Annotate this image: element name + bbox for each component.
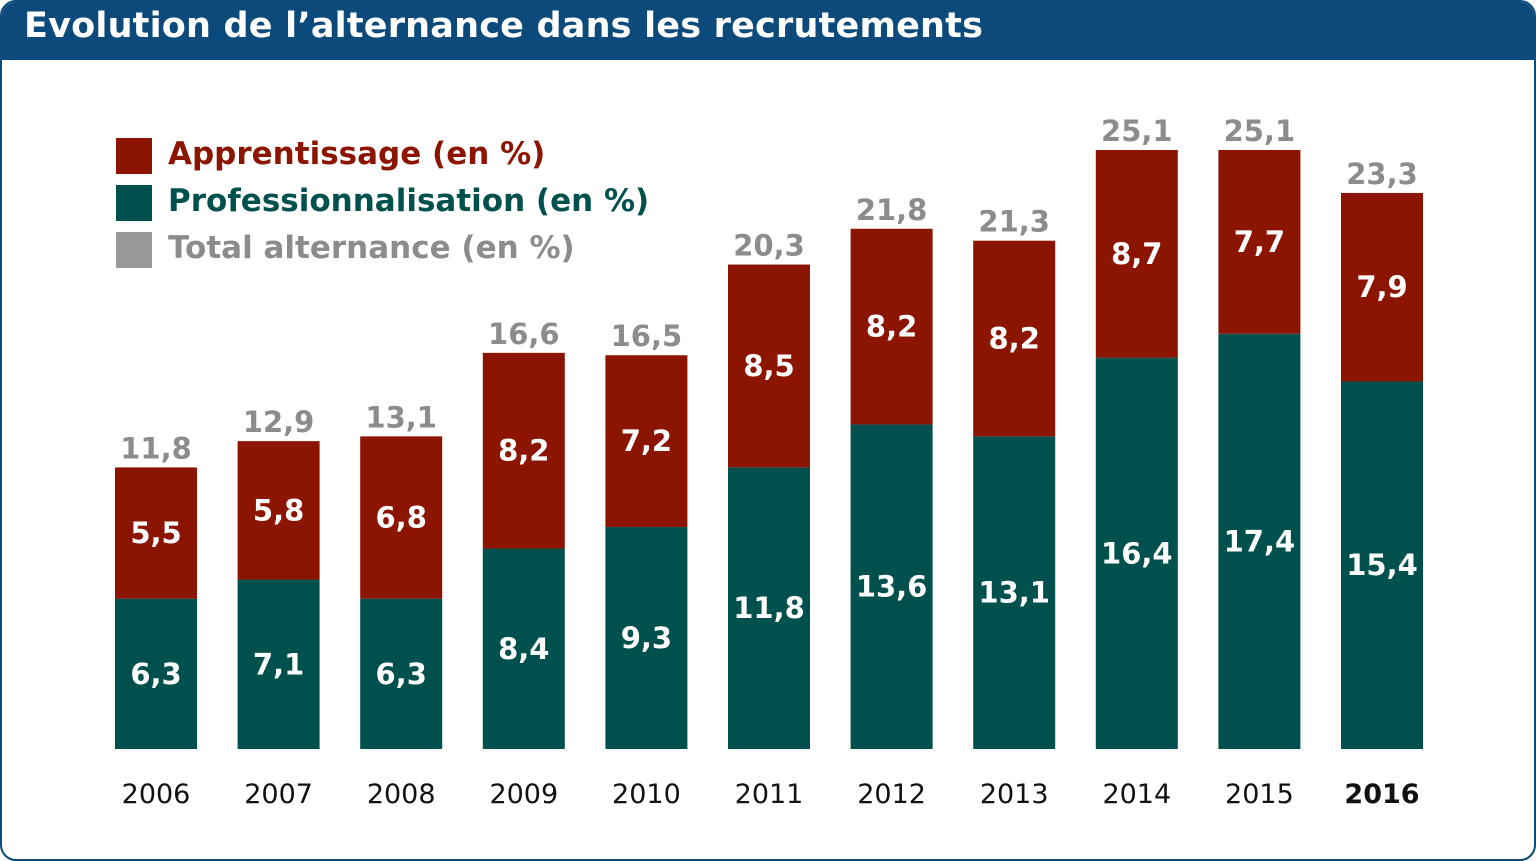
- data-label-professionnalisation-2011: 11,8: [733, 591, 805, 625]
- bar-apprentissage-2009: [482, 352, 565, 549]
- bar-apprentissage-2011: [728, 264, 810, 468]
- x-tick-label-2011: 2011: [735, 779, 804, 810]
- data-label-apprentissage-2006: 5,5: [130, 516, 181, 550]
- data-label-apprentissage-2014: 8,7: [1111, 237, 1162, 271]
- data-label-professionnalisation-2014: 16,4: [1101, 536, 1173, 570]
- bar-professionnalisation-2015: [1218, 333, 1301, 749]
- data-label-total-2009: 16,6: [488, 317, 560, 351]
- x-tick-label-2008: 2008: [367, 779, 436, 810]
- title-bar: Evolution de l’alternance dans les recru…: [2, 2, 1534, 60]
- bar-professionnalisation-2008: [360, 598, 443, 749]
- data-label-apprentissage-2016: 7,9: [1356, 270, 1407, 304]
- x-tick-label-2007: 2007: [244, 779, 313, 810]
- data-label-apprentissage-2010: 7,2: [621, 424, 672, 458]
- bar-apprentissage-2014: [1095, 150, 1178, 358]
- x-tick-label-2016: 2016: [1344, 779, 1419, 810]
- x-tick-label-2014: 2014: [1102, 779, 1171, 810]
- data-label-apprentissage-2008: 6,8: [376, 501, 427, 535]
- data-label-apprentissage-2009: 8,2: [498, 434, 549, 468]
- data-label-total-2013: 21,3: [978, 205, 1050, 239]
- data-label-apprentissage-2013: 8,2: [989, 322, 1040, 356]
- bar-professionnalisation-2009: [482, 548, 565, 749]
- data-label-apprentissage-2007: 5,8: [253, 493, 304, 527]
- legend-label-total: Total alternance (en %): [168, 230, 575, 266]
- bar-apprentissage-2008: [360, 436, 443, 599]
- bar-professionnalisation-2010: [605, 527, 688, 749]
- data-label-professionnalisation-2007: 7,1: [253, 647, 304, 681]
- bar-apprentissage-2016: [1341, 192, 1423, 382]
- bar-apprentissage-2006: [115, 467, 197, 599]
- legend-label-apprentissage: Apprentissage (en %): [168, 136, 546, 172]
- data-label-total-2016: 23,3: [1346, 157, 1418, 191]
- bar-apprentissage-2013: [973, 240, 1056, 437]
- x-tick-label-2009: 2009: [489, 779, 558, 810]
- data-label-professionnalisation-2010: 9,3: [621, 621, 672, 655]
- bar-apprentissage-2010: [605, 355, 688, 528]
- data-label-professionnalisation-2006: 6,3: [130, 657, 181, 691]
- legend-swatch-total: [116, 232, 152, 268]
- data-label-professionnalisation-2013: 13,1: [978, 576, 1050, 610]
- data-label-total-2011: 20,3: [733, 229, 805, 263]
- legend-swatch-apprentissage: [116, 138, 152, 174]
- data-label-professionnalisation-2015: 17,4: [1224, 524, 1296, 558]
- data-label-total-2012: 21,8: [856, 193, 928, 227]
- data-label-professionnalisation-2012: 13,6: [856, 570, 928, 604]
- bar-professionnalisation-2006: [115, 598, 197, 749]
- data-label-apprentissage-2015: 7,7: [1234, 225, 1285, 259]
- data-label-total-2015: 25,1: [1224, 114, 1296, 148]
- bar-professionnalisation-2016: [1341, 381, 1423, 749]
- data-label-apprentissage-2011: 8,5: [743, 349, 794, 383]
- bar-professionnalisation-2013: [973, 436, 1056, 749]
- bar-apprentissage-2012: [850, 228, 933, 425]
- data-label-total-2010: 16,5: [611, 319, 683, 353]
- chart-title: Evolution de l’alternance dans les recru…: [24, 6, 984, 46]
- x-tick-label-2010: 2010: [612, 779, 681, 810]
- data-label-total-2006: 11,8: [120, 431, 192, 465]
- legend-swatch-professionnalisation: [116, 185, 152, 221]
- bar-professionnalisation-2014: [1095, 357, 1178, 749]
- bar-apprentissage-2015: [1218, 150, 1301, 334]
- bar-professionnalisation-2012: [850, 424, 933, 749]
- bar-professionnalisation-2007: [237, 579, 320, 749]
- data-label-total-2007: 12,9: [243, 405, 315, 439]
- x-tick-label-2015: 2015: [1225, 779, 1294, 810]
- data-label-professionnalisation-2016: 15,4: [1346, 548, 1418, 582]
- data-label-professionnalisation-2008: 6,3: [376, 657, 427, 691]
- data-label-apprentissage-2012: 8,2: [866, 310, 917, 344]
- data-label-total-2014: 25,1: [1101, 114, 1173, 148]
- bar-apprentissage-2007: [237, 441, 320, 580]
- legend-label-professionnalisation: Professionnalisation (en %): [168, 183, 650, 219]
- bar-professionnalisation-2011: [728, 467, 810, 749]
- data-label-total-2008: 13,1: [365, 400, 437, 434]
- x-tick-label-2013: 2013: [980, 779, 1049, 810]
- x-tick-label-2012: 2012: [857, 779, 926, 810]
- x-tick-label-2006: 2006: [122, 779, 191, 810]
- data-label-professionnalisation-2009: 8,4: [498, 632, 549, 666]
